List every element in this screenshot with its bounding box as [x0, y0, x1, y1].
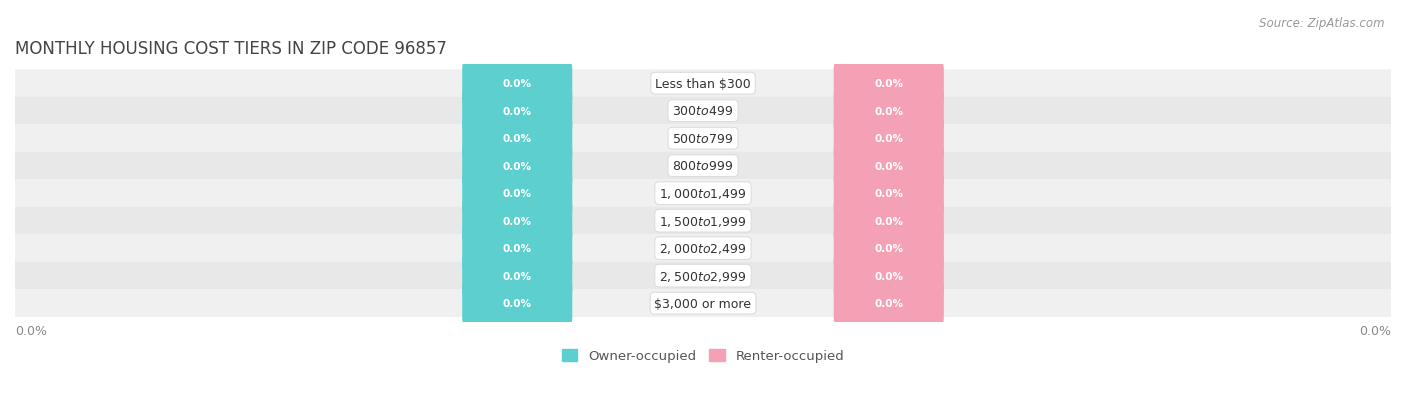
- FancyBboxPatch shape: [15, 207, 1391, 235]
- Text: 0.0%: 0.0%: [503, 299, 531, 309]
- FancyBboxPatch shape: [15, 125, 1391, 153]
- Text: 0.0%: 0.0%: [503, 189, 531, 199]
- FancyBboxPatch shape: [463, 199, 572, 244]
- Text: $2,000 to $2,499: $2,000 to $2,499: [659, 242, 747, 256]
- Text: 0.0%: 0.0%: [503, 161, 531, 171]
- Text: 0.0%: 0.0%: [875, 244, 903, 254]
- FancyBboxPatch shape: [463, 253, 572, 299]
- FancyBboxPatch shape: [15, 262, 1391, 290]
- Text: 0.0%: 0.0%: [503, 271, 531, 281]
- Text: Source: ZipAtlas.com: Source: ZipAtlas.com: [1260, 17, 1385, 29]
- Text: MONTHLY HOUSING COST TIERS IN ZIP CODE 96857: MONTHLY HOUSING COST TIERS IN ZIP CODE 9…: [15, 40, 447, 58]
- FancyBboxPatch shape: [15, 70, 1391, 98]
- FancyBboxPatch shape: [463, 281, 572, 326]
- FancyBboxPatch shape: [463, 226, 572, 271]
- FancyBboxPatch shape: [834, 116, 943, 161]
- FancyBboxPatch shape: [15, 152, 1391, 180]
- Text: $2,500 to $2,999: $2,500 to $2,999: [659, 269, 747, 283]
- Text: 0.0%: 0.0%: [875, 107, 903, 116]
- FancyBboxPatch shape: [834, 144, 943, 189]
- Text: 0.0%: 0.0%: [875, 299, 903, 309]
- FancyBboxPatch shape: [463, 116, 572, 161]
- Text: 0.0%: 0.0%: [503, 79, 531, 89]
- Text: 0.0%: 0.0%: [503, 244, 531, 254]
- Text: $800 to $999: $800 to $999: [672, 160, 734, 173]
- FancyBboxPatch shape: [834, 89, 943, 134]
- FancyBboxPatch shape: [834, 253, 943, 299]
- Text: 0.0%: 0.0%: [503, 134, 531, 144]
- FancyBboxPatch shape: [834, 171, 943, 216]
- Text: 0.0%: 0.0%: [875, 134, 903, 144]
- FancyBboxPatch shape: [15, 97, 1391, 125]
- Text: $3,000 or more: $3,000 or more: [655, 297, 751, 310]
- Text: 0.0%: 0.0%: [503, 216, 531, 226]
- FancyBboxPatch shape: [463, 89, 572, 134]
- Text: 0.0%: 0.0%: [875, 189, 903, 199]
- Text: $1,000 to $1,499: $1,000 to $1,499: [659, 187, 747, 201]
- Text: Less than $300: Less than $300: [655, 78, 751, 90]
- FancyBboxPatch shape: [463, 62, 572, 107]
- Text: 0.0%: 0.0%: [875, 271, 903, 281]
- Text: 0.0%: 0.0%: [875, 216, 903, 226]
- Text: $500 to $799: $500 to $799: [672, 132, 734, 145]
- Text: 0.0%: 0.0%: [875, 161, 903, 171]
- Text: 0.0%: 0.0%: [1360, 324, 1391, 337]
- FancyBboxPatch shape: [834, 62, 943, 107]
- Legend: Owner-occupied, Renter-occupied: Owner-occupied, Renter-occupied: [561, 349, 845, 363]
- Text: $1,500 to $1,999: $1,500 to $1,999: [659, 214, 747, 228]
- FancyBboxPatch shape: [463, 171, 572, 216]
- FancyBboxPatch shape: [15, 290, 1391, 317]
- Text: 0.0%: 0.0%: [875, 79, 903, 89]
- FancyBboxPatch shape: [834, 226, 943, 271]
- FancyBboxPatch shape: [15, 235, 1391, 262]
- FancyBboxPatch shape: [834, 199, 943, 244]
- Text: 0.0%: 0.0%: [503, 107, 531, 116]
- Text: $300 to $499: $300 to $499: [672, 105, 734, 118]
- FancyBboxPatch shape: [834, 281, 943, 326]
- Text: 0.0%: 0.0%: [15, 324, 46, 337]
- FancyBboxPatch shape: [15, 180, 1391, 208]
- FancyBboxPatch shape: [463, 144, 572, 189]
